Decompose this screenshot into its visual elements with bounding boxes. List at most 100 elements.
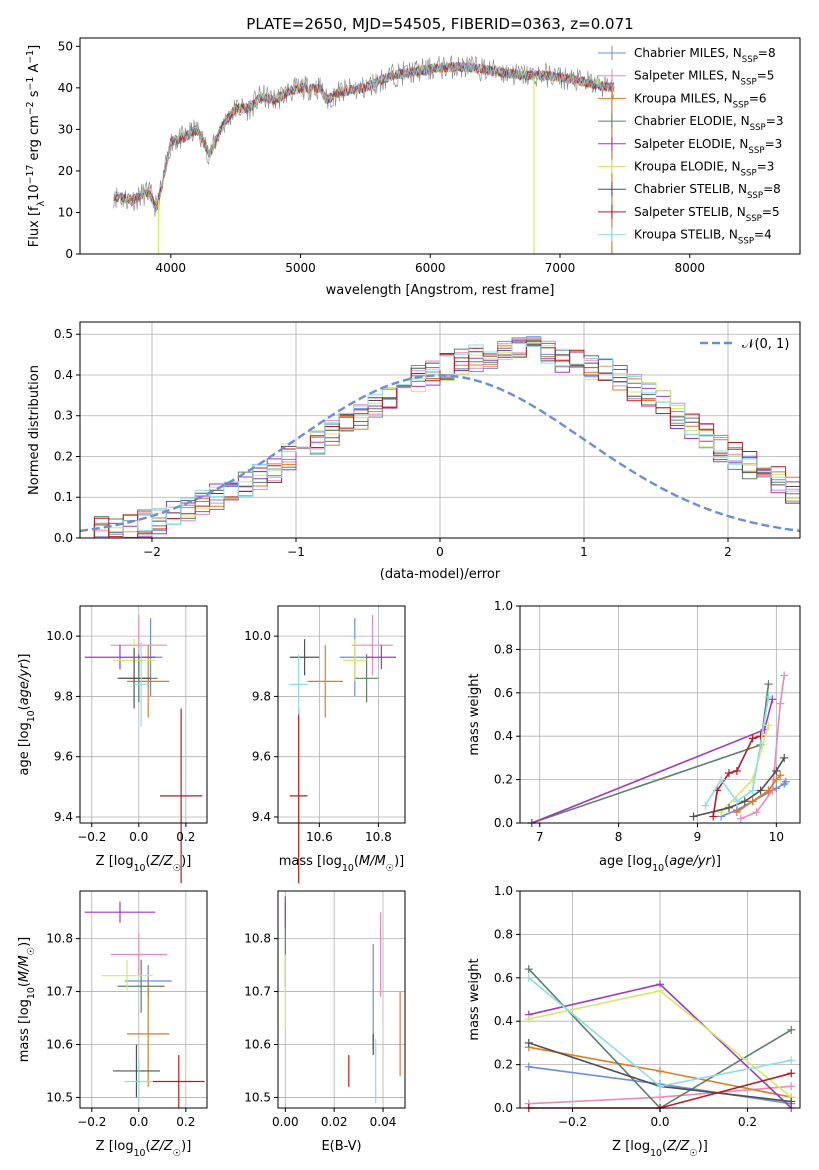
weight-vs-metallicity-panel: −0.2 0.0 0.2 0.0 0.2 0.4 0.6 0.8 1.0 Z [log10(Z/Z… [467, 884, 801, 1159]
legend-entry: 𝒩(0, 1) [742, 337, 789, 352]
y-tick-label: 9.6 [252, 750, 271, 764]
y-tick-label: 0.8 [494, 927, 513, 941]
x-tick-label: 0.00 [272, 1115, 299, 1129]
y-tick-label: 0.2 [494, 773, 513, 787]
x-tick-label: 8 [615, 830, 623, 844]
y-tick-label: 0.2 [494, 1058, 513, 1072]
legend-entry: Kroupa STELIB, NSSP=4 [634, 228, 772, 247]
y-axis-label: age [log10(age/yr)] [17, 653, 37, 775]
x-tick-label: 0.0 [129, 830, 148, 844]
mass-vs-ebv-panel: 0.00 0.02 0.04 10.5 10.6 10.7 10.8 E(B-V) [244, 890, 406, 1154]
legend-entry: Salpeter STELIB, NSSP=5 [634, 205, 780, 224]
figure-title: PLATE=2650, MJD=54505, FIBERID=0363, z=0… [246, 15, 633, 33]
spectrum-panel: 4000 5000 6000 7000 8000 0 10 20 30 40 50 wavelengt… [25, 37, 801, 298]
y-tick-label: 0.0 [494, 816, 513, 830]
axes-frame [79, 890, 208, 1109]
x-axis-label: Z [log10(Z/Z☉)] [96, 854, 192, 874]
y-tick-label: 1.0 [494, 599, 513, 613]
y-tick-label: 10 [58, 205, 73, 219]
plot-area [80, 891, 207, 1108]
x-tick-label: −2 [143, 545, 161, 559]
x-tick-label: 0.0 [650, 1115, 669, 1129]
x-axis-label: age [log10(age/yr)] [599, 854, 721, 874]
normal-curve [79, 374, 801, 533]
y-tick-label: 10.5 [46, 1090, 73, 1104]
y-tick-label: 9.6 [54, 750, 73, 764]
x-tick-label: 7000 [545, 261, 576, 275]
x-tick-label: 0.02 [321, 1115, 348, 1129]
x-tick-label: 0 [436, 545, 444, 559]
y-tick-label: 10.0 [46, 629, 73, 643]
x-axis-label: wavelength [Angstrom, rest frame] [326, 283, 555, 298]
y-axis-label: mass weight [467, 673, 482, 755]
legend-entry: Chabrier STELIB, NSSP=8 [634, 182, 781, 201]
legend-entry: Salpeter MILES, NSSP=5 [634, 69, 774, 88]
y-tick-label: 10.7 [46, 985, 73, 999]
residuals-histogram-panel: −2 −1 0 1 2 0.0 0.1 0.2 0.3 0.4 0.5 (data-model)/er… [27, 321, 801, 582]
y-tick-label: 10.8 [46, 932, 73, 946]
y-tick-label: 10.6 [244, 1037, 271, 1051]
x-tick-label: 4000 [156, 261, 187, 275]
x-tick-label: 0.0 [129, 1115, 148, 1129]
y-axis-label: Normed distribution [27, 365, 42, 495]
histogram-step [80, 343, 801, 539]
weight-vs-age-panel: 7 8 9 10 0.0 0.2 0.4 0.6 0.8 1.0 age [log10(age/yr… [467, 599, 801, 874]
x-tick-label: −0.2 [558, 1115, 587, 1129]
mass-vs-metallicity-panel: −0.2 0.0 0.2 10.5 10.6 10.7 10.8 Z [log10(Z/Z☉)… [17, 890, 208, 1159]
y-tick-label: 0 [65, 247, 73, 261]
x-tick-label: 0.2 [176, 1115, 195, 1129]
x-axis-label: mass [log10(M/M☉)] [279, 854, 405, 874]
y-tick-label: 9.8 [54, 689, 73, 703]
axes-frame [79, 37, 801, 255]
y-tick-label: 9.4 [252, 810, 271, 824]
y-tick-label: 0.6 [494, 686, 513, 700]
age-vs-mass-panel: 10.6 10.8 9.4 9.6 9.8 10.0 mass [log10(M/M☉)] [244, 605, 406, 884]
y-tick-label: 30 [58, 122, 73, 136]
y-tick-label: 10.5 [244, 1090, 271, 1104]
legend-entry: Chabrier ELODIE, NSSP=3 [634, 114, 783, 133]
x-tick-label: 0.2 [738, 1115, 757, 1129]
x-tick-label: 10.6 [306, 830, 333, 844]
x-tick-label: 10 [769, 830, 784, 844]
x-axis-label: Z [log10(Z/Z☉)] [96, 1139, 192, 1159]
legend-entry: Salpeter ELODIE, NSSP=3 [634, 137, 782, 156]
x-tick-label: 5000 [285, 261, 316, 275]
legend-entry: Chabrier MILES, NSSP=8 [634, 46, 776, 65]
y-tick-label: 10.7 [244, 985, 271, 999]
x-tick-label: 10.8 [365, 830, 392, 844]
legend-entry: Kroupa ELODIE, NSSP=3 [634, 160, 774, 179]
y-tick-label: 0.6 [494, 971, 513, 985]
y-tick-label: 0.3 [54, 409, 73, 423]
plot-area [80, 38, 800, 254]
y-tick-label: 0.5 [54, 327, 73, 341]
y-axis-label: Flux [fλ10−17 erg cm−2 s−1 A−1] [25, 45, 47, 247]
y-tick-label: 0.8 [494, 642, 513, 656]
weight-line [693, 757, 785, 818]
y-tick-label: 0.4 [54, 368, 73, 382]
x-tick-label: 8000 [674, 261, 705, 275]
y-axis-label: mass [log10(M/M☉)] [17, 937, 37, 1063]
y-tick-label: 40 [58, 81, 73, 95]
y-tick-label: 9.4 [54, 810, 73, 824]
model-line [113, 61, 615, 210]
y-tick-label: 0.0 [494, 1101, 513, 1115]
x-tick-label: 0.04 [370, 1115, 397, 1129]
y-tick-label: 0.0 [54, 531, 73, 545]
y-tick-label: 20 [58, 164, 73, 178]
legend-entry: Kroupa MILES, NSSP=6 [634, 91, 767, 110]
axes-frame [277, 605, 406, 824]
y-tick-label: 0.4 [494, 729, 513, 743]
x-axis-label: (data-model)/error [380, 567, 501, 582]
x-tick-label: 9 [694, 830, 702, 844]
x-axis-label: Z [log10(Z/Z☉)] [612, 1139, 708, 1159]
axes-frame [519, 605, 801, 824]
x-tick-label: 0.2 [176, 830, 195, 844]
x-axis-label: E(B-V) [321, 1139, 361, 1154]
y-tick-label: 50 [58, 39, 73, 53]
plot-area [80, 606, 207, 823]
plot-area [278, 606, 405, 823]
y-tick-label: 0.2 [54, 449, 73, 463]
y-tick-label: 10.0 [244, 629, 271, 643]
y-tick-label: 0.1 [54, 490, 73, 504]
